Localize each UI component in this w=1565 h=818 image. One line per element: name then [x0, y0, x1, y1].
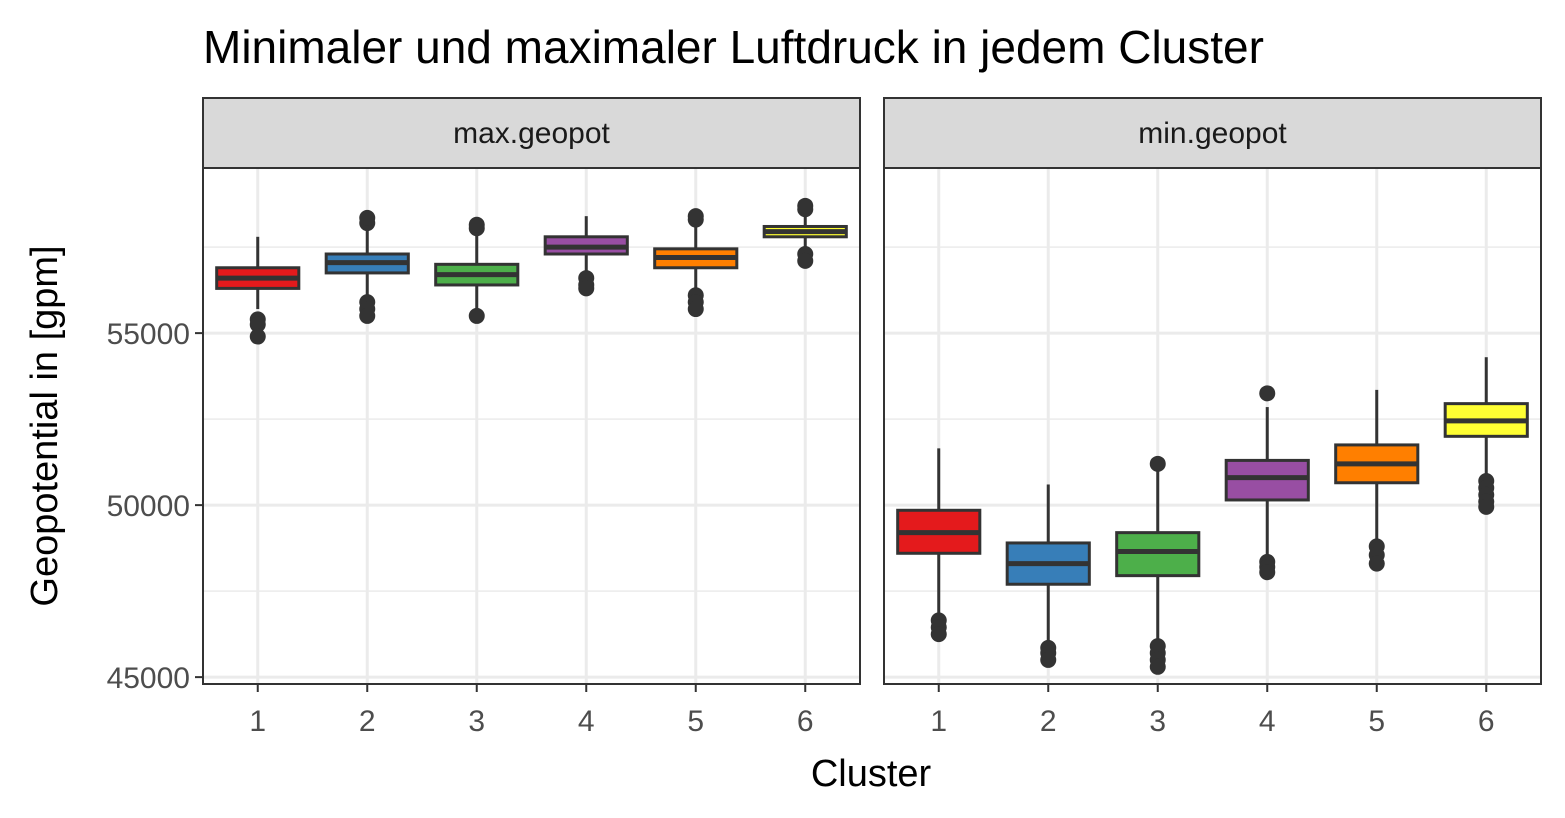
panel-background: [203, 168, 860, 684]
outlier-point: [1040, 651, 1057, 668]
y-tick-label: 45000: [107, 662, 190, 695]
outlier-point: [359, 307, 376, 324]
box-cluster-4: [543, 216, 629, 297]
box-cluster-2: [324, 209, 410, 324]
box-cluster-6: [1443, 357, 1529, 515]
outlier-point: [687, 208, 704, 225]
box-cluster-6: [762, 197, 848, 269]
x-tick-label: 2: [1040, 705, 1057, 738]
outlier-point: [249, 316, 266, 333]
outlier-point: [1149, 455, 1166, 472]
y-tick-label: 55000: [107, 318, 190, 351]
facet-strip-label: min.geopot: [1138, 117, 1287, 150]
x-tick-label: 5: [687, 705, 704, 738]
box-cluster-5: [653, 208, 739, 318]
outlier-point: [359, 209, 376, 226]
box-cluster-4: [1224, 385, 1310, 581]
x-tick-label: 1: [249, 705, 266, 738]
outlier-point: [1149, 658, 1166, 675]
x-tick-label: 6: [797, 705, 814, 738]
x-tick-label: 4: [578, 705, 595, 738]
x-tick-label: 2: [359, 705, 376, 738]
outlier-point: [797, 252, 814, 269]
chart-title: Minimaler und maximaler Luftdruck in jed…: [203, 21, 1264, 73]
box-cluster-1: [896, 448, 982, 643]
x-tick-label: 4: [1259, 705, 1276, 738]
y-axis: 45000 50000 55000: [107, 318, 203, 695]
facet-panels: max.geopot 1 2 3 4 5 6 min.geopot 1 2 3 4 5 6: [202, 97, 1542, 738]
outlier-point: [468, 307, 485, 324]
x-tick-label: 6: [1478, 705, 1495, 738]
x-tick-label: 1: [930, 705, 947, 738]
x-tick-label: 5: [1368, 705, 1385, 738]
box-cluster-5: [1334, 389, 1420, 572]
outlier-point: [1478, 498, 1495, 515]
x-axis-title: Cluster: [811, 753, 932, 795]
outlier-point: [1368, 555, 1385, 572]
outlier-point: [1259, 564, 1276, 581]
outlier-point: [249, 328, 266, 345]
box-body: [1224, 458, 1310, 502]
facet-panel-min-geopot: min.geopot 1 2 3 4 5 6: [883, 97, 1542, 738]
box-cluster-1: [215, 236, 301, 345]
outlier-point: [468, 216, 485, 233]
box-body: [1115, 531, 1201, 578]
y-tick-label: 50000: [107, 490, 190, 523]
panel-background: [884, 168, 1541, 684]
box-cluster-3: [434, 216, 520, 324]
facet-strip: [883, 97, 1542, 169]
box-cluster-2: [1005, 484, 1091, 668]
x-tick-label: 3: [468, 705, 485, 738]
y-axis-title: Geopotential in [gpm]: [24, 245, 66, 606]
outlier-point: [930, 626, 947, 643]
outlier-point: [1259, 385, 1276, 402]
box-cluster-3: [1115, 455, 1201, 675]
outlier-point: [687, 301, 704, 318]
x-tick-label: 3: [1149, 705, 1166, 738]
outlier-point: [797, 197, 814, 214]
facet-panel-max-geopot: max.geopot 1 2 3 4 5 6: [202, 97, 861, 738]
facet-strip-label: max.geopot: [453, 117, 610, 150]
facet-strip: [202, 97, 861, 169]
outlier-point: [578, 280, 595, 297]
